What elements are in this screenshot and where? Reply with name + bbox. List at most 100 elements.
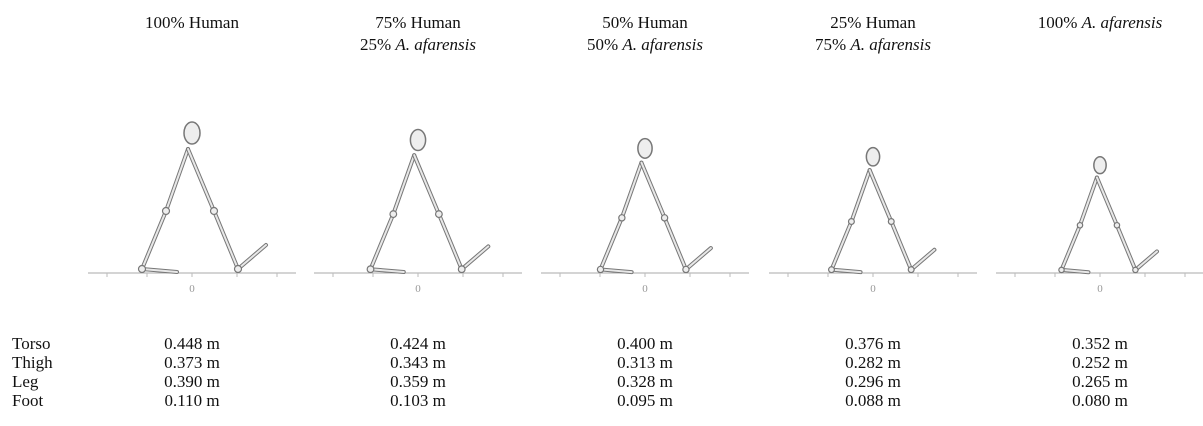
bone xyxy=(237,244,267,270)
pelvis xyxy=(183,121,201,145)
row-label: Thigh xyxy=(12,353,53,372)
table-value: 0.448 m xyxy=(164,334,220,353)
bone xyxy=(413,154,440,216)
joint xyxy=(1132,266,1139,274)
joint xyxy=(233,264,243,274)
joint xyxy=(887,218,895,226)
bone xyxy=(165,148,189,212)
joint xyxy=(907,266,915,274)
title-part: 25% xyxy=(360,35,395,54)
bone xyxy=(868,169,893,223)
title-part: 75% xyxy=(815,35,850,54)
table-value: 0.343 m xyxy=(390,353,446,372)
origin-label: 0 xyxy=(870,283,876,295)
bone xyxy=(830,220,853,271)
title-part: 50% xyxy=(587,35,622,54)
joint xyxy=(618,214,626,222)
bone xyxy=(369,213,395,271)
column-title: 75% A. afarensis xyxy=(815,35,931,54)
bone xyxy=(1060,268,1090,274)
table-value: 0.252 m xyxy=(1072,353,1128,372)
pelvis xyxy=(1093,155,1107,175)
table-value: 0.095 m xyxy=(617,391,673,410)
pelvis xyxy=(865,146,881,167)
bone xyxy=(1095,176,1118,227)
bone xyxy=(620,161,643,219)
joint xyxy=(161,206,171,216)
bone xyxy=(437,213,463,271)
bone xyxy=(850,169,871,223)
bone xyxy=(460,245,490,271)
table-value: 0.352 m xyxy=(1072,334,1128,353)
table-value: 0.359 m xyxy=(390,372,446,391)
bone xyxy=(890,220,913,271)
title-part: 50% Human xyxy=(602,13,688,32)
joint xyxy=(366,265,375,274)
bone xyxy=(141,268,178,273)
title-part: A. afarensis xyxy=(394,35,476,54)
table-value: 0.080 m xyxy=(1072,391,1128,410)
table-value: 0.103 m xyxy=(390,391,446,410)
table-value: 0.328 m xyxy=(617,372,673,391)
pelvis xyxy=(637,137,653,159)
column-title: 25% A. afarensis xyxy=(360,35,476,54)
joint xyxy=(209,206,219,216)
joint xyxy=(389,210,398,219)
table-value: 0.110 m xyxy=(164,391,219,410)
joint xyxy=(660,214,669,222)
origin-label: 0 xyxy=(1097,283,1103,295)
title-part: A. afarensis xyxy=(1081,13,1163,32)
table-value: 0.390 m xyxy=(164,372,220,391)
title-part: 100% Human xyxy=(145,13,239,32)
joint xyxy=(434,210,443,219)
bone xyxy=(1115,224,1137,271)
title-part: 100% xyxy=(1038,13,1082,32)
bone xyxy=(599,268,633,274)
bone xyxy=(392,154,416,216)
row-label: Leg xyxy=(12,372,39,391)
bone xyxy=(369,268,405,274)
bone xyxy=(1060,224,1081,271)
table-value: 0.376 m xyxy=(845,334,901,353)
column-title: 25% Human xyxy=(830,13,916,32)
bone xyxy=(213,210,239,270)
row-label: Torso xyxy=(12,334,50,353)
joint xyxy=(847,218,855,226)
title-part: 75% Human xyxy=(375,13,461,32)
row-label: Foot xyxy=(12,391,43,410)
title-part: A. afarensis xyxy=(621,35,703,54)
bone xyxy=(599,216,623,271)
table-value: 0.282 m xyxy=(845,353,901,372)
table-value: 0.088 m xyxy=(845,391,901,410)
bone xyxy=(187,148,215,212)
joint xyxy=(1058,266,1065,274)
pelvis xyxy=(409,128,427,152)
column-title: 100% A. afarensis xyxy=(1038,13,1163,32)
bone xyxy=(1078,176,1098,227)
bone xyxy=(830,268,862,274)
origin-label: 0 xyxy=(415,283,421,295)
joint xyxy=(137,264,147,274)
table-value: 0.424 m xyxy=(390,334,446,353)
column-title: 100% Human xyxy=(145,13,239,32)
bone xyxy=(640,161,666,219)
column-title: 50% Human xyxy=(602,13,688,32)
table-value: 0.373 m xyxy=(164,353,220,372)
column-title: 75% Human xyxy=(375,13,461,32)
column-title: 50% A. afarensis xyxy=(587,35,703,54)
table-value: 0.313 m xyxy=(617,353,673,372)
bone xyxy=(141,210,167,270)
joint xyxy=(1076,221,1084,229)
table-value: 0.265 m xyxy=(1072,372,1128,391)
bone xyxy=(663,216,687,271)
bone xyxy=(684,247,712,271)
bone xyxy=(910,248,936,271)
bone xyxy=(1134,250,1158,271)
origin-label: 0 xyxy=(642,283,648,295)
joint xyxy=(682,265,690,274)
joint xyxy=(1113,221,1121,229)
title-part: A. afarensis xyxy=(849,35,931,54)
title-part: 25% Human xyxy=(830,13,916,32)
table-value: 0.400 m xyxy=(617,334,673,353)
